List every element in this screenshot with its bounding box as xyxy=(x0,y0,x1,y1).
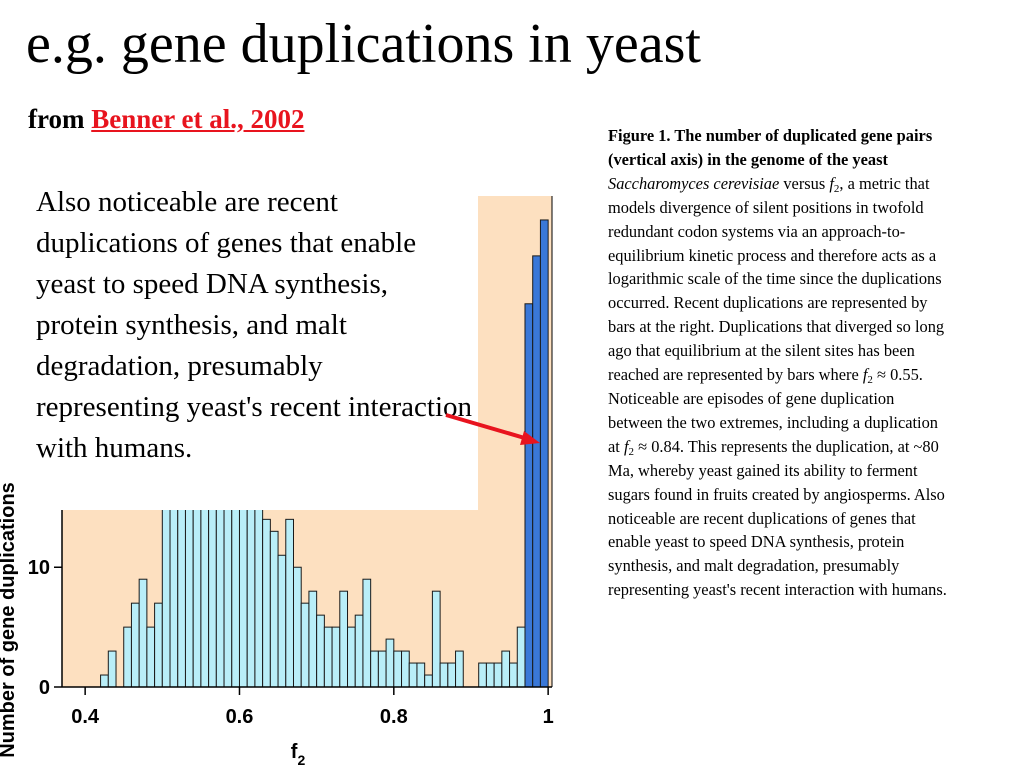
x-tick-label: 0.6 xyxy=(226,706,254,728)
histogram-bar xyxy=(292,566,302,688)
histogram-bar xyxy=(516,626,526,688)
histogram-bar xyxy=(408,662,418,688)
red-arrow xyxy=(445,413,540,445)
caption-p1: versus xyxy=(779,173,830,193)
histogram-bar xyxy=(370,650,379,688)
histogram-bar xyxy=(416,662,426,688)
arrow-shaft xyxy=(445,413,529,441)
histogram-bar xyxy=(316,614,325,688)
x-axis-title-sub: 2 xyxy=(297,752,305,768)
histogram-bar xyxy=(532,255,541,688)
histogram-bar xyxy=(377,650,387,688)
histogram-bar xyxy=(431,590,441,688)
caption-f-symbol-3: f xyxy=(623,436,629,456)
caption-f-symbol-1: f xyxy=(829,173,834,193)
caption-sub-3: 2 xyxy=(628,445,635,458)
slide-title: e.g. gene duplications in yeast xyxy=(26,13,701,75)
source-prefix: from xyxy=(28,104,92,134)
y-tick-label: 10 xyxy=(28,557,50,579)
caption-p2: , a metric that models divergence of sil… xyxy=(608,173,945,385)
histogram-bar xyxy=(393,650,403,688)
source-link[interactable]: Benner et al., 2002 xyxy=(91,104,305,134)
histogram-bar xyxy=(146,626,156,688)
source-line: from Benner et al., 2002 xyxy=(28,104,304,135)
caption-f-symbol-2: f xyxy=(862,365,868,385)
caption-bold-lead: Figure 1. The number of duplicated gene … xyxy=(608,126,933,169)
histogram-bar xyxy=(347,626,356,688)
callout-box: Also noticeable are recent duplications … xyxy=(28,182,478,510)
histogram-bar xyxy=(262,518,271,688)
histogram-bar xyxy=(161,506,171,688)
histogram-bar xyxy=(277,554,287,688)
histogram-bar xyxy=(285,518,294,688)
caption-approx-1: ≈ xyxy=(877,365,886,385)
callout-text: Also noticeable are recent duplications … xyxy=(36,186,473,464)
x-tick-label: 1 xyxy=(543,706,554,728)
histogram-bar xyxy=(485,662,495,688)
histogram-bar xyxy=(455,650,464,688)
histogram-bar xyxy=(447,662,457,688)
histogram-bar xyxy=(169,482,179,688)
histogram-bar xyxy=(509,662,518,688)
y-tick-label: 0 xyxy=(39,677,50,699)
y-axis-title: Number of gene duplications xyxy=(0,482,19,758)
histogram-bar xyxy=(424,674,433,688)
histogram-bar xyxy=(331,626,341,688)
histogram-bar xyxy=(123,626,132,688)
caption-sub-2: 2 xyxy=(867,374,873,387)
histogram-bar xyxy=(138,578,148,688)
histogram-bar xyxy=(130,602,140,688)
histogram-bar xyxy=(439,662,449,688)
histogram-bar xyxy=(385,638,395,688)
histogram-bar xyxy=(107,650,117,688)
histogram-bar xyxy=(362,578,372,688)
histogram-bar xyxy=(501,650,511,688)
histogram-bar xyxy=(478,662,487,688)
caption-sub-1: 2 xyxy=(833,182,840,195)
caption-approx-2: ≈ xyxy=(638,436,648,456)
caption-p4: 0.84. This represents the duplication, a… xyxy=(608,436,947,600)
histogram-bar xyxy=(300,602,310,688)
histogram-bar xyxy=(323,626,333,688)
x-tick-label: 0.4 xyxy=(71,706,100,728)
histogram-bar xyxy=(154,602,163,688)
caption-species: Saccharomyces cerevisiae xyxy=(608,173,780,193)
histogram-bar xyxy=(339,590,349,688)
caption-p3: 0.55. Noticeable are episodes of gene du… xyxy=(608,365,938,456)
histogram-bar xyxy=(100,674,109,688)
histogram-bar xyxy=(308,590,318,688)
x-axis-title: f2 xyxy=(291,741,306,768)
histogram-bar xyxy=(354,614,364,688)
histogram-bar xyxy=(524,303,534,688)
histogram-bar xyxy=(493,662,503,688)
histogram-bar xyxy=(269,530,279,688)
x-tick-label: 0.8 xyxy=(380,706,408,728)
x-axis-title-main: f xyxy=(291,741,298,763)
histogram-bar xyxy=(401,650,410,688)
figure-caption: Figure 1. The number of duplicated gene … xyxy=(608,124,948,602)
arrow-head xyxy=(520,431,540,445)
